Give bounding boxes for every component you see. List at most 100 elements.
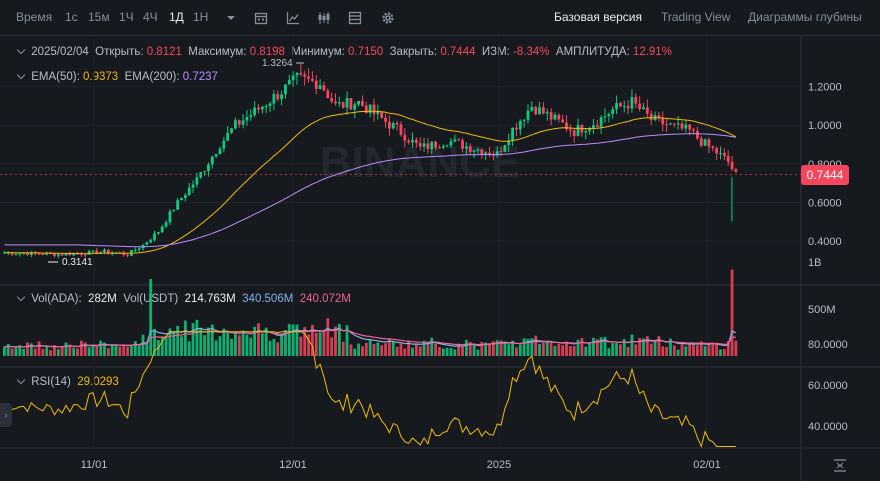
volume-bar — [353, 348, 357, 356]
volume-bar — [303, 327, 307, 356]
candle-body — [368, 104, 372, 114]
volume-bar — [414, 343, 418, 356]
candle-body — [160, 226, 164, 233]
collapse-chevron-icon[interactable] — [16, 375, 26, 385]
interval-1d[interactable]: 1Д — [169, 10, 184, 24]
volume-bar — [715, 343, 719, 356]
candle-body — [645, 107, 649, 114]
candle-body — [603, 116, 607, 118]
candle-body — [91, 250, 95, 252]
candle-body — [210, 156, 214, 165]
volume-bar — [399, 343, 403, 356]
volume-bar — [538, 344, 541, 356]
volume-bar — [526, 338, 530, 356]
volume-bar — [542, 342, 545, 356]
candle-body — [241, 120, 245, 125]
vol-ma1-value: 340.506M — [242, 293, 294, 305]
candle-body — [653, 115, 657, 120]
volume-bar — [330, 337, 334, 356]
candle-body — [622, 106, 626, 108]
settings-gear-icon[interactable] — [381, 11, 395, 25]
volume-bar — [680, 342, 684, 356]
candle-body — [284, 84, 287, 95]
candle-body — [449, 141, 453, 146]
candle-body — [176, 200, 180, 210]
interval-15m[interactable]: 15м — [88, 10, 110, 24]
candle-body — [234, 120, 237, 129]
candle-body — [422, 143, 426, 147]
volume-bar — [287, 324, 291, 356]
volume-bar — [164, 337, 168, 356]
vol-usdt-value: 214.763M — [184, 293, 236, 305]
candle-body — [515, 127, 518, 130]
candle-type-icon[interactable] — [317, 11, 331, 25]
candle-body — [41, 254, 45, 256]
volume-bar — [411, 347, 414, 356]
ohlc-date: 2025/02/04 — [31, 46, 89, 58]
candle-body — [137, 248, 141, 250]
volume-bar — [665, 346, 668, 356]
candle-body — [630, 96, 634, 109]
candle-body — [461, 140, 464, 149]
side-expand-icon[interactable]: › — [0, 403, 12, 427]
calendar-icon[interactable] — [254, 11, 268, 25]
volume-bar — [114, 345, 118, 356]
interval-1h[interactable]: 1Ч — [119, 10, 134, 24]
volume-bar — [472, 344, 476, 356]
volume-bar — [634, 344, 638, 356]
candle-body — [64, 253, 68, 256]
volume-bar — [561, 345, 565, 356]
volume-bar — [418, 346, 422, 356]
volume-bar — [722, 349, 726, 356]
collapse-chevron-icon[interactable] — [16, 70, 26, 80]
volume-bar — [218, 336, 222, 356]
candle-body — [642, 107, 645, 110]
rsi-tick-label: 40.0000 — [808, 421, 848, 433]
candle-body — [588, 128, 591, 132]
axis-settings-icon — [834, 459, 846, 472]
volume-bar — [49, 350, 52, 356]
collapse-chevron-icon[interactable] — [16, 292, 26, 302]
volume-bar — [41, 348, 45, 356]
candle-body — [522, 119, 526, 121]
view-depth[interactable]: Диаграммы глубины — [748, 10, 862, 24]
candle-body — [703, 139, 707, 146]
ema200-line — [4, 133, 736, 248]
collapse-chevron-icon[interactable] — [16, 45, 26, 55]
volume-bar — [210, 324, 214, 356]
volume-bar — [603, 336, 607, 356]
candle-body — [3, 252, 6, 254]
change-label: ИЗМ: — [481, 46, 510, 58]
volume-bar — [160, 336, 164, 356]
view-basic[interactable]: Базовая версия — [554, 10, 642, 24]
volume-bar — [438, 347, 441, 356]
change-value: -8.34% — [513, 46, 550, 58]
indicators-icon[interactable] — [286, 11, 300, 25]
interval-4h[interactable]: 4Ч — [143, 10, 158, 24]
layout-icon[interactable] — [348, 11, 362, 25]
interval-1s[interactable]: 1с — [65, 10, 78, 24]
volume-bar — [33, 348, 37, 356]
caret-down-icon[interactable] — [224, 11, 238, 25]
time-label[interactable]: Время — [16, 10, 53, 24]
candle-body — [268, 103, 272, 107]
candle-body — [376, 111, 380, 115]
volume-bar — [499, 340, 503, 356]
volume-bar — [607, 348, 611, 356]
volume-bar — [726, 341, 730, 356]
candle-body — [260, 106, 264, 110]
candle-body — [218, 148, 222, 155]
view-tradingview[interactable]: Trading View — [661, 10, 731, 24]
candle-body — [80, 253, 83, 255]
volume-bar — [649, 343, 653, 356]
high-label: Максимум: — [188, 46, 247, 58]
candle-body — [503, 145, 507, 152]
volume-bar — [99, 340, 103, 356]
volume-bar — [595, 339, 599, 356]
volume-bar — [226, 332, 230, 356]
volume-bar — [395, 346, 399, 356]
volume-bar — [91, 344, 95, 356]
volume-bar — [103, 342, 106, 356]
interval-1w[interactable]: 1Н — [193, 10, 209, 24]
volume-bar — [730, 269, 734, 356]
